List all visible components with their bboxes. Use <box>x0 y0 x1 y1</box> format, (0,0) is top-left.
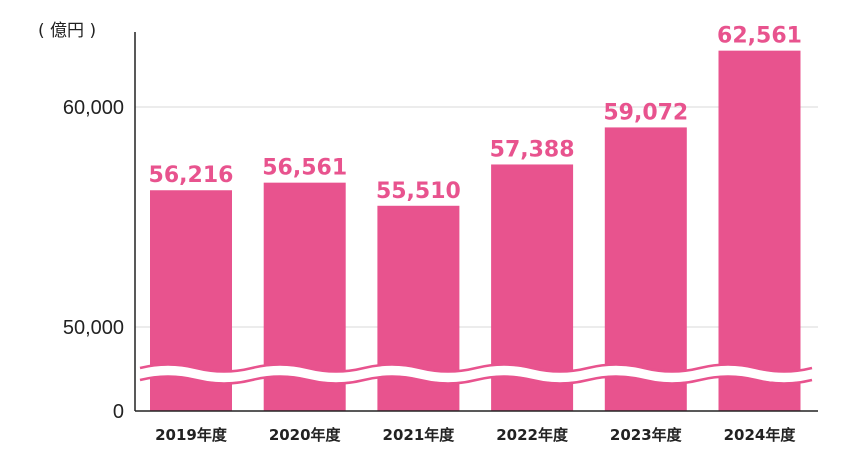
value-label: 56,216 <box>149 163 234 188</box>
category-labels: 2019年度 2020年度 2021年度 2022年度 2023年度 2024年度 <box>155 426 796 444</box>
category-label: 2023年度 <box>610 426 683 444</box>
y-tick-labels: 0 50,000 60,000 <box>63 97 124 423</box>
y-tick-label: 50,000 <box>63 317 124 339</box>
value-label: 59,072 <box>603 100 688 125</box>
break-line <box>139 375 813 385</box>
category-label: 2019年度 <box>155 426 228 444</box>
value-label: 55,510 <box>376 179 461 204</box>
break-band <box>138 365 814 383</box>
value-labels: 56,216 56,561 55,510 57,388 59,072 62,561 <box>149 24 802 204</box>
category-label: 2020年度 <box>269 426 342 444</box>
category-label: 2021年度 <box>383 426 456 444</box>
category-label: 2024年度 <box>724 426 797 444</box>
category-label: 2022年度 <box>496 426 569 444</box>
value-label: 57,388 <box>490 137 575 162</box>
axis-break <box>138 363 814 385</box>
y-tick-label: 60,000 <box>63 97 124 119</box>
axes <box>134 32 818 412</box>
gridlines <box>135 106 818 328</box>
bar <box>718 50 801 412</box>
bars <box>150 50 801 412</box>
value-label: 56,561 <box>262 156 347 181</box>
y-tick-label: 0 <box>113 401 124 423</box>
value-label: 62,561 <box>717 24 802 49</box>
break-line <box>139 363 813 373</box>
y-unit-label: ( 億円 ) <box>38 21 96 41</box>
